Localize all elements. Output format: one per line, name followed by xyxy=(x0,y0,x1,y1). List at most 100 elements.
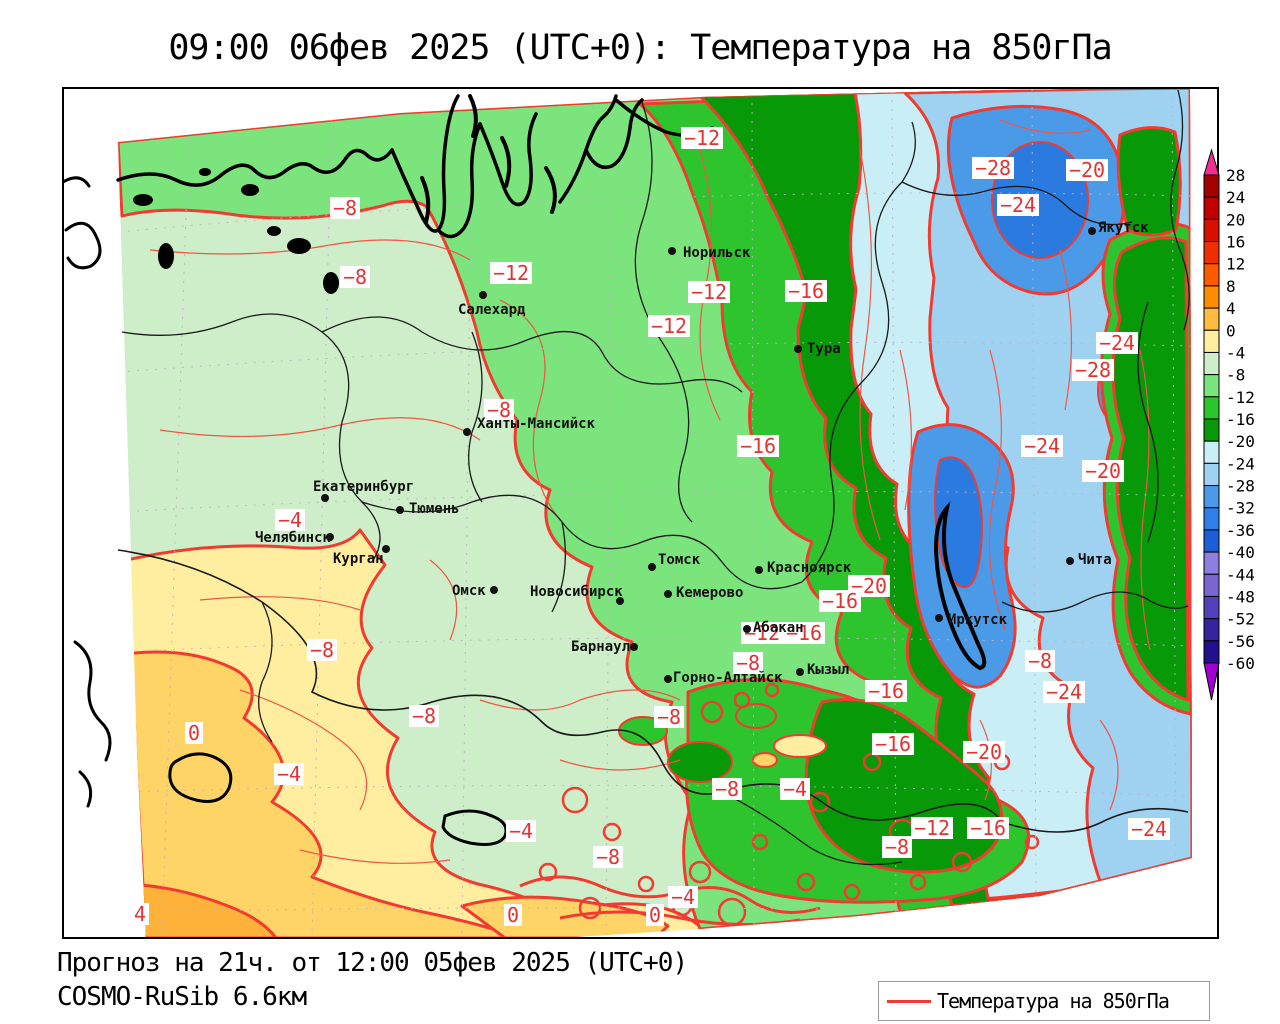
colorbar-cell xyxy=(1204,552,1219,574)
colorbar-tick-label: -32 xyxy=(1226,499,1255,518)
temp-label: −8 xyxy=(715,777,739,801)
colorbar-cell xyxy=(1204,619,1219,641)
colorbar-cell xyxy=(1204,197,1219,219)
colorbar-tick-label: -4 xyxy=(1226,343,1245,362)
temp-label: −4 xyxy=(277,762,301,786)
colorbar-cell xyxy=(1204,219,1219,241)
city-marker xyxy=(935,614,943,622)
temp-label: 4 xyxy=(134,902,146,926)
legend-line-sample xyxy=(887,1000,931,1003)
colorbar-cell xyxy=(1204,352,1219,374)
temp-label: 0 xyxy=(507,903,519,927)
city-marker xyxy=(479,291,487,299)
city-marker xyxy=(630,643,638,651)
city-label: Челябинск xyxy=(255,530,331,546)
temp-label: −8 xyxy=(343,265,367,289)
temp-label: −16 xyxy=(875,732,911,756)
temp-label: −4 xyxy=(278,508,302,532)
city-label: Чита xyxy=(1078,552,1112,568)
colorbar-tick-label: 28 xyxy=(1226,166,1245,185)
temp-label: −8 xyxy=(412,704,436,728)
colorbar-tick-label: 0 xyxy=(1226,321,1236,340)
temp-label: −24 xyxy=(1099,331,1135,355)
colorbar-tick-label: 20 xyxy=(1226,210,1245,229)
colorbar-cell xyxy=(1204,375,1219,397)
colorbar-tick-label: -20 xyxy=(1226,432,1255,451)
colorbar-tick-label: 12 xyxy=(1226,255,1245,274)
colorbar-cell xyxy=(1204,242,1219,264)
colorbar-tick-label: -56 xyxy=(1226,632,1255,651)
temp-label: −8 xyxy=(885,835,909,859)
city-label: Барнаул xyxy=(571,639,630,655)
temp-label: −8 xyxy=(657,705,681,729)
city-label: Горно-Алтайск xyxy=(673,670,783,686)
city-label: Кемерово xyxy=(676,585,743,601)
temp-label: −12 xyxy=(691,280,727,304)
city-marker xyxy=(743,625,751,633)
colorbar-cell xyxy=(1204,175,1219,197)
temp-label: −16 xyxy=(868,679,904,703)
city-marker xyxy=(755,566,763,574)
temp-label: −24 xyxy=(1131,817,1167,841)
forecast-info: Прогноз на 21ч. от 12:00 05фев 2025 (UTC… xyxy=(57,948,687,978)
city-label: Томск xyxy=(658,552,701,568)
colorbar-tick-label: -52 xyxy=(1226,610,1255,629)
colorbar-tick-label: -60 xyxy=(1226,654,1255,673)
city-marker xyxy=(463,428,471,436)
city-label: Красноярск xyxy=(767,560,852,576)
weather-map-page: 09:00 06фев 2025 (UTC+0): Температура на… xyxy=(0,0,1280,1024)
colorbar-tick-label: -40 xyxy=(1226,543,1255,562)
temp-label: −16 xyxy=(822,589,858,613)
temp-label: −20 xyxy=(1085,459,1121,483)
colorbar-cell xyxy=(1204,308,1219,330)
temperature-map: −12−28−20−24−8−12−8−16−12−12−24−28−8−16−… xyxy=(0,0,1280,1024)
colorbar-cell xyxy=(1204,486,1219,508)
city-marker xyxy=(321,494,329,502)
city-marker xyxy=(396,506,404,514)
colorbar-cell xyxy=(1204,530,1219,552)
temp-label: −8 xyxy=(596,845,620,869)
city-label: Якутск xyxy=(1098,220,1149,236)
city-marker xyxy=(796,668,804,676)
city-marker xyxy=(648,563,656,571)
city-marker xyxy=(664,590,672,598)
colorbar-cell xyxy=(1204,508,1219,530)
temp-label: −8 xyxy=(333,196,357,220)
colorbar-tick-label: -28 xyxy=(1226,477,1255,496)
temp-label: −16 xyxy=(788,279,824,303)
legend-label: Температура на 850гПа xyxy=(937,989,1169,1013)
colorbar-tick-label: -44 xyxy=(1226,565,1255,584)
temp-label: −28 xyxy=(975,156,1011,180)
legend-box: Температура на 850гПа xyxy=(878,981,1210,1021)
city-label: Иркутск xyxy=(948,612,1008,628)
colorbar-tick-label: 8 xyxy=(1226,277,1236,296)
colorbar-cell xyxy=(1204,264,1219,286)
city-label: Салехард xyxy=(458,302,526,318)
colorbar-tick-label: -12 xyxy=(1226,388,1255,407)
temp-label: −20 xyxy=(1069,158,1105,182)
city-marker xyxy=(1066,557,1074,565)
colorbar-tick-label: 24 xyxy=(1226,188,1245,207)
colorbar-tick-label: -36 xyxy=(1226,521,1255,540)
model-info: COSMO-RuSib 6.6км xyxy=(57,982,306,1012)
temp-label: 0 xyxy=(188,721,200,745)
colorbar-tick-label: 16 xyxy=(1226,233,1245,252)
city-marker xyxy=(794,345,802,353)
colorbar-tick-label: 4 xyxy=(1226,299,1236,318)
colorbar-arrow-down xyxy=(1204,663,1219,700)
colorbar-cell xyxy=(1204,441,1219,463)
city-label: Кызыл xyxy=(807,662,849,678)
colorbar-cell xyxy=(1204,596,1219,618)
city-label: Абакан xyxy=(753,620,804,636)
temp-label: 0 xyxy=(649,903,661,927)
colorbar-cell xyxy=(1204,397,1219,419)
colorbar-cell xyxy=(1204,463,1219,485)
temp-label: −8 xyxy=(1028,649,1052,673)
city-marker xyxy=(664,675,672,683)
temp-label: −12 xyxy=(914,816,950,840)
temp-label: −8 xyxy=(310,638,334,662)
temp-label: −4 xyxy=(671,885,695,909)
colorbar-cell xyxy=(1204,286,1219,308)
city-marker xyxy=(490,586,498,594)
temp-label: −12 xyxy=(493,261,529,285)
